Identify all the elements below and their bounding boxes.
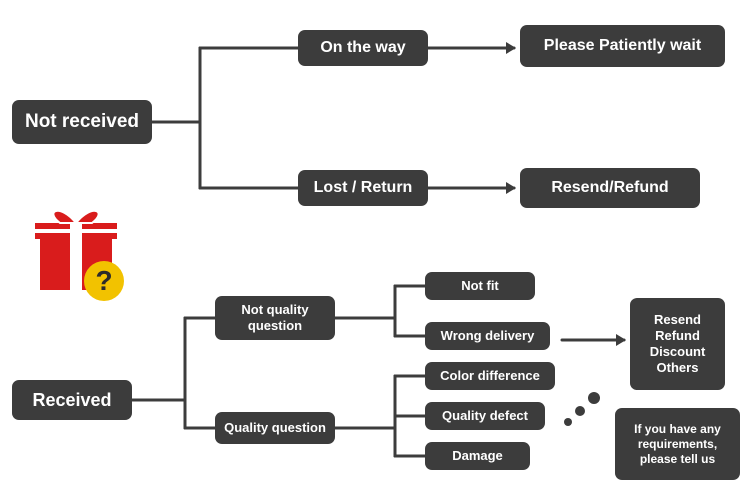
label: Wrong delivery	[441, 328, 535, 344]
node-on-the-way: On the way	[298, 30, 428, 66]
node-damage: Damage	[425, 442, 530, 470]
svg-text:?: ?	[95, 265, 112, 296]
node-wrong-delivery: Wrong delivery	[425, 322, 550, 350]
label: On the way	[320, 38, 405, 58]
label: Quality question	[224, 420, 326, 436]
label: Not fit	[461, 278, 499, 294]
label: Resend/Refund	[551, 178, 668, 198]
node-quality-defect: Quality defect	[425, 402, 545, 430]
label: Not received	[25, 110, 139, 134]
label: Please Patiently wait	[544, 36, 701, 56]
label: Damage	[452, 448, 503, 464]
node-not-received: Not received	[12, 100, 152, 144]
label: Quality defect	[442, 408, 528, 424]
node-not-fit: Not fit	[425, 272, 535, 300]
label: If you have any requirements, please tel…	[621, 422, 734, 467]
node-color-diff: Color difference	[425, 362, 555, 390]
label: Color difference	[440, 368, 540, 384]
node-lost-return: Lost / Return	[298, 170, 428, 206]
node-not-quality: Not quality question	[215, 296, 335, 340]
label: Resend Refund Discount Others	[650, 312, 706, 377]
node-quality: Quality question	[215, 412, 335, 444]
gift-question-icon: ?	[30, 195, 130, 305]
node-tell-us: If you have any requirements, please tel…	[615, 408, 740, 480]
label: Not quality question	[221, 302, 329, 335]
node-outcomes: Resend Refund Discount Others	[630, 298, 725, 390]
label: Received	[32, 389, 111, 412]
node-received: Received	[12, 380, 132, 420]
node-resend-refund: Resend/Refund	[520, 168, 700, 208]
label: Lost / Return	[314, 178, 413, 198]
node-please-wait: Please Patiently wait	[520, 25, 725, 67]
